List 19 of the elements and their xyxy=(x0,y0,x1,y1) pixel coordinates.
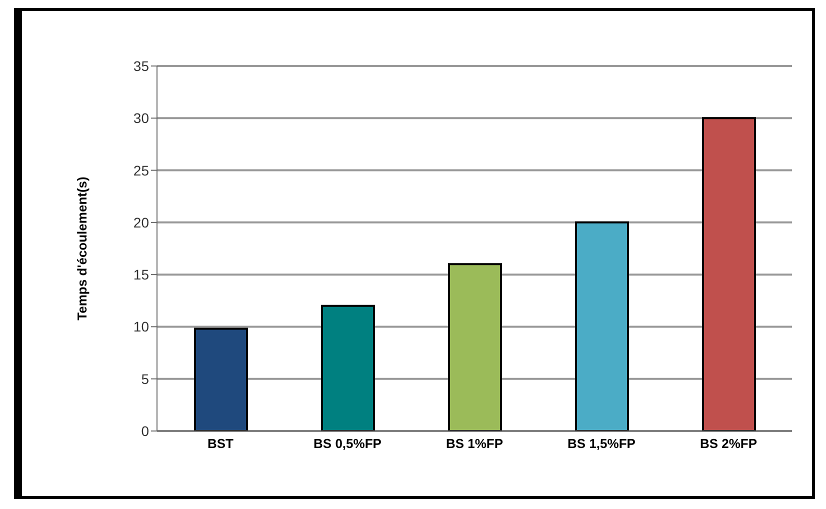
y-tick-label: 15 xyxy=(133,266,150,283)
x-tick-label: BS 1%FP xyxy=(446,436,504,452)
x-tick-label: BS 0,5%FP xyxy=(314,436,382,452)
y-tick-label: 25 xyxy=(133,162,150,178)
x-tick-label: BS 2%FP xyxy=(700,436,758,452)
bar xyxy=(702,117,756,431)
y-tick-label: 35 xyxy=(133,58,150,74)
bar xyxy=(321,304,375,431)
x-tick-label: BS 1,5%FP xyxy=(568,436,636,452)
bar xyxy=(448,263,502,431)
y-axis-title: Temps d'écoulement(s) xyxy=(74,176,90,320)
y-tick-label: 20 xyxy=(133,214,150,230)
y-tick-label: 30 xyxy=(133,110,150,126)
y-tick-label: 10 xyxy=(133,318,150,335)
y-tick-label: 0 xyxy=(141,422,150,439)
x-tick-label: BST xyxy=(208,436,234,452)
y-tick-label: 5 xyxy=(141,370,150,387)
bar xyxy=(194,328,248,431)
bar xyxy=(575,221,629,431)
